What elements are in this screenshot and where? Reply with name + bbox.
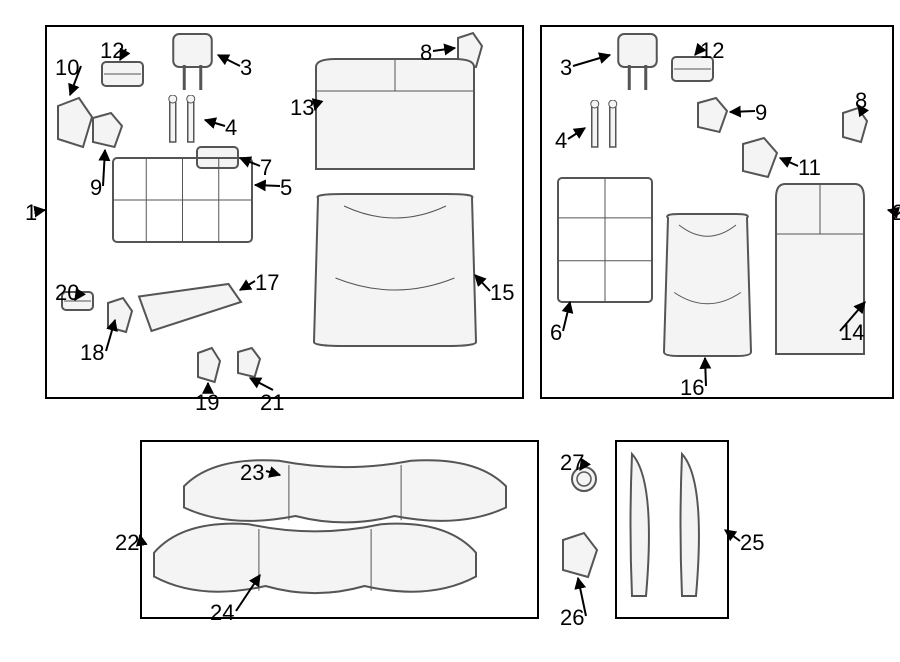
callout-7: 7 [260, 155, 272, 181]
callout-1: 1 [25, 200, 37, 226]
callout-22: 22 [115, 530, 139, 556]
callout-5: 5 [280, 175, 292, 201]
callout-12: 12 [100, 38, 124, 64]
part-p11 [740, 135, 780, 180]
callout-21: 21 [260, 390, 284, 416]
callout-19: 19 [195, 390, 219, 416]
callout-16: 16 [680, 375, 704, 401]
callout-14: 14 [840, 320, 864, 346]
callout-23: 23 [240, 460, 264, 486]
part-p12a [100, 60, 145, 88]
callout-3: 3 [240, 55, 252, 81]
callout-17: 17 [255, 270, 279, 296]
part-p25b [675, 450, 710, 600]
part-p3b [610, 32, 665, 92]
part-p15 [310, 190, 480, 350]
callout-15: 15 [490, 280, 514, 306]
callout-18: 18 [80, 340, 104, 366]
part-p24 [150, 510, 480, 605]
callout-10: 10 [55, 55, 79, 81]
part-p25a [625, 450, 660, 600]
part-p6 [555, 175, 655, 305]
part-p3a [165, 32, 220, 92]
callout-8: 8 [420, 40, 432, 66]
part-p26 [560, 530, 600, 580]
part-p9a [90, 110, 125, 150]
part-p4b [585, 100, 630, 155]
callout-9: 9 [90, 175, 102, 201]
callout-9: 9 [755, 100, 767, 126]
part-p19 [195, 345, 223, 385]
callout-2: 2 [892, 200, 900, 226]
callout-26: 26 [560, 605, 584, 631]
callout-12: 12 [700, 38, 724, 64]
diagram-stage: 1121093475813151720181921312491186161422… [0, 0, 900, 662]
part-p18 [105, 295, 135, 335]
callout-11: 11 [798, 155, 821, 181]
callout-25: 25 [740, 530, 764, 556]
callout-4: 4 [225, 115, 237, 141]
callout-13: 13 [290, 95, 314, 121]
callout-4: 4 [555, 128, 567, 154]
part-p17 [135, 280, 245, 335]
part-p9b [695, 95, 730, 135]
callout-24: 24 [210, 600, 234, 626]
part-p21 [235, 345, 263, 380]
part-p5 [110, 155, 255, 245]
callout-20: 20 [55, 280, 79, 306]
callout-6: 6 [550, 320, 562, 346]
part-p13 [310, 55, 480, 175]
callout-8: 8 [855, 88, 867, 114]
part-p16 [660, 210, 755, 360]
callout-3: 3 [560, 55, 572, 81]
part-p10 [55, 95, 95, 150]
callout-27: 27 [560, 450, 584, 476]
part-p4a [163, 95, 208, 150]
